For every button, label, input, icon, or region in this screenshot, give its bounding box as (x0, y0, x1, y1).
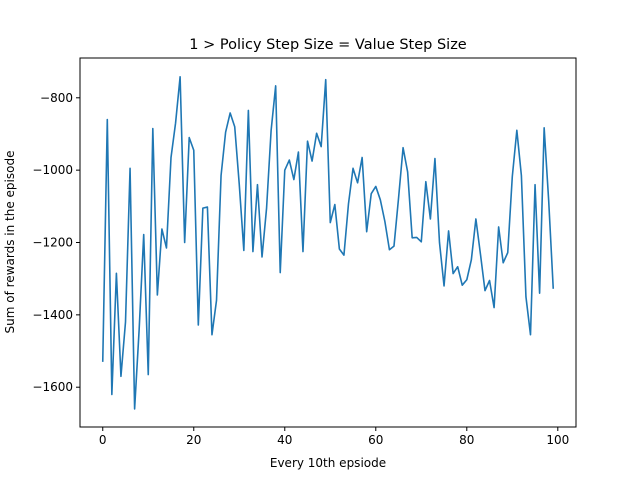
series-layer (101, 76, 555, 410)
series-line-0 (101, 76, 555, 410)
x-tick-label: 60 (368, 433, 383, 447)
x-axis-ticks: 0 20 40 60 80 100 (99, 427, 569, 447)
chart-title: 1 > Policy Step Size = Value Step Size (189, 37, 467, 53)
plot-frame (79, 57, 577, 428)
x-axis-label: Every 10th epsiode (270, 456, 386, 470)
x-tick-label: 20 (186, 433, 201, 447)
x-tick-label: 40 (277, 433, 292, 447)
x-tick-label: 100 (546, 433, 569, 447)
x-tick-label: 0 (99, 433, 107, 447)
y-tick-label: −1000 (32, 163, 73, 177)
y-tick-label: −1600 (32, 380, 73, 394)
y-tick-label: −1200 (32, 236, 73, 250)
y-axis-label: Sum of rewards in the episode (3, 151, 17, 334)
y-tick-label: −1400 (32, 308, 73, 322)
y-axis-ticks: −1600 −1400 −1200 −1000 −800 (32, 91, 80, 394)
y-tick-label: −800 (40, 91, 73, 105)
x-tick-label: 80 (459, 433, 474, 447)
